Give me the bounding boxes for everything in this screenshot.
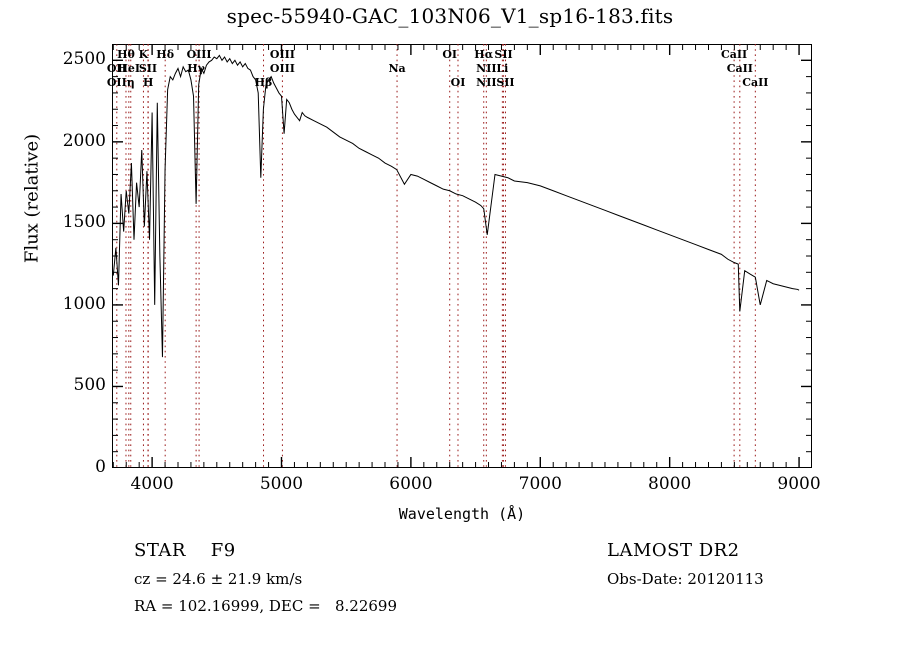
x-tick-label: 9000 xyxy=(777,474,821,494)
x-axis-ticks xyxy=(113,44,812,468)
y-tick-label: 0 xyxy=(95,457,106,477)
spectrum-canvas xyxy=(112,44,812,468)
footer-line: Obs-Date: 20120113 xyxy=(607,570,764,588)
spectral-line-label: Hα xyxy=(474,48,494,61)
footer-line: LAMOST DR2 xyxy=(607,540,740,561)
spectral-line-label: Li xyxy=(496,62,509,75)
y-tick-label: 500 xyxy=(73,375,106,396)
spectral-line-label: K xyxy=(138,48,149,61)
spectral-line-label: SII xyxy=(138,62,158,75)
spectral-line-label: H xyxy=(143,76,154,89)
y-tick-label: 1000 xyxy=(62,293,106,314)
footer-right: LAMOST DR2 Obs-Date: 20120113 xyxy=(607,540,764,597)
y-axis-ticks xyxy=(112,44,812,468)
footer-line: cz = 24.6 ± 21.9 km/s xyxy=(134,570,303,588)
footer-line: RA = 102.16999, DEC = 8.22699 xyxy=(134,597,398,615)
spectral-line-label: OI xyxy=(442,48,458,61)
spectral-line-label: SII xyxy=(496,76,515,89)
x-tick-label: 6000 xyxy=(389,474,433,494)
y-tick-label: 2000 xyxy=(62,130,106,151)
spectral-line-label: OIII xyxy=(186,48,212,61)
x-axis-title: Wavelength (Å) xyxy=(398,505,526,523)
y-axis-labels: 0 500 1000 1500 2000 2500 xyxy=(44,0,106,650)
x-tick-label: 7000 xyxy=(518,474,562,494)
spectral-line-label: NII xyxy=(476,62,497,75)
y-tick-label: 2500 xyxy=(62,49,106,70)
spectral-line-label: CaII xyxy=(726,62,753,75)
spectral-line-label: NII xyxy=(476,76,497,89)
spectral-line-label: Hθ xyxy=(117,48,135,61)
x-tick-label: 5000 xyxy=(259,474,304,494)
spectral-line-label: OI xyxy=(450,76,466,89)
x-tick-label: 4000 xyxy=(130,474,174,494)
spectral-line-label: Hβ xyxy=(254,76,273,89)
spectral-line-label: Hδ xyxy=(156,48,175,61)
spectral-line-label: OIII xyxy=(269,62,295,75)
line-marker-gridlines xyxy=(117,44,756,468)
x-axis-labels: 4000 5000 6000 7000 8000 9000 xyxy=(0,474,900,498)
y-axis-title: Flux (relative) xyxy=(21,133,43,264)
page-title: spec-55940-GAC_103N06_V1_sp16-183.fits xyxy=(226,4,674,28)
spectral-line-label: CaII xyxy=(742,76,769,89)
spectral-line-label: OII xyxy=(106,62,127,75)
x-tick-label: 8000 xyxy=(648,474,692,494)
spectral-line-label: OII xyxy=(106,76,127,89)
spectral-line-label: Hγ xyxy=(187,62,205,75)
spectral-line-label: η xyxy=(126,76,135,89)
footer-line: STAR F9 xyxy=(134,540,236,561)
spectrum-trace xyxy=(113,55,799,357)
footer-left: STAR F9 cz = 24.6 ± 21.9 km/s RA = 102.169… xyxy=(134,540,397,624)
spectral-line-label: Na xyxy=(388,62,406,75)
spectral-line-label: HeI xyxy=(117,62,141,75)
spectral-line-label: CaII xyxy=(721,48,748,61)
spectral-line-label: OIII xyxy=(269,48,295,61)
y-tick-label: 1500 xyxy=(62,212,106,233)
spectral-line-label: SII xyxy=(494,48,513,61)
